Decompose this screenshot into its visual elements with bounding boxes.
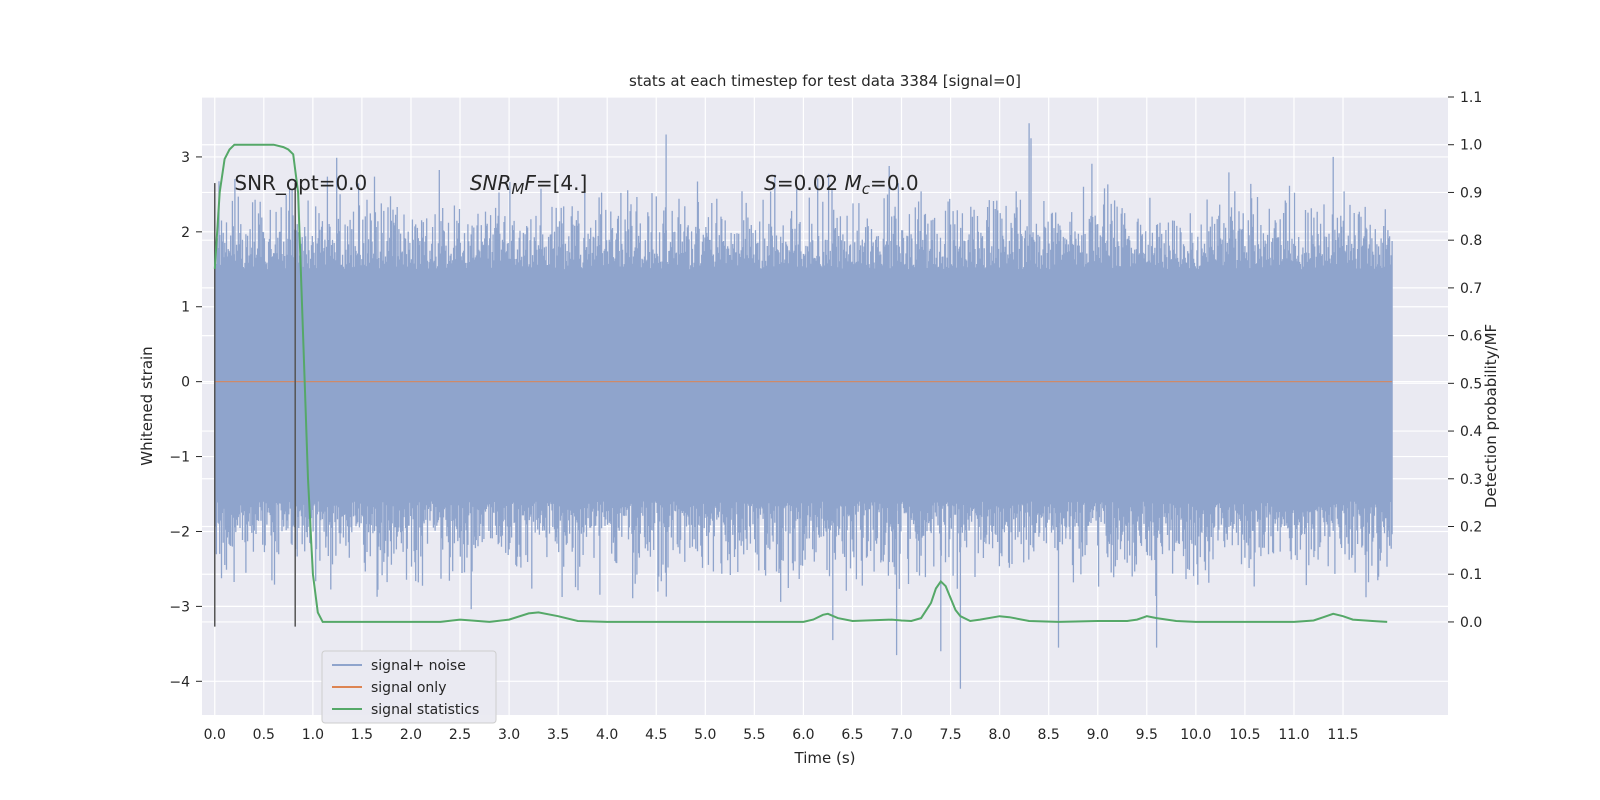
y-axis-left-label: Whitened strain (138, 346, 156, 465)
x-tick-label: 6.0 (792, 727, 814, 743)
annotation-3: S=0.02 Mc=0.0 (764, 171, 918, 198)
y-left-tick-label: 0 (181, 375, 190, 391)
legend-label: signal+ noise (371, 658, 466, 674)
x-tick-label: 5.0 (694, 727, 716, 743)
y-left-tick-label: −2 (169, 524, 190, 540)
x-tick-label: 3.0 (498, 727, 520, 743)
annotation-part: c (862, 180, 871, 198)
x-tick-label: 0.0 (204, 727, 226, 743)
y-axis-right-label: Detection probability/MF (1482, 324, 1500, 508)
x-tick-label: 8.0 (989, 727, 1011, 743)
y-right-tick-label: 0.8 (1460, 233, 1482, 249)
legend-box (321, 650, 497, 724)
annotation-part: =[4.] (536, 171, 587, 195)
x-tick-label: 4.0 (596, 727, 618, 743)
y-right-tick-label: 0.6 (1460, 329, 1482, 345)
annotation-1: SNR_opt=0.0 (234, 171, 367, 195)
x-tick-label: 1.5 (351, 727, 373, 743)
y-axis-left-ticks: −4 −3 −2 −1 0 1 2 3 (169, 150, 202, 690)
y-right-tick-label: 0.2 (1460, 519, 1482, 535)
x-tick-label: 9.0 (1087, 727, 1109, 743)
x-tick-label: 11.0 (1278, 727, 1309, 743)
x-tick-label: 4.5 (645, 727, 667, 743)
x-tick-label: 11.5 (1327, 727, 1358, 743)
x-tick-label: 3.5 (547, 727, 569, 743)
annotation-part: M (845, 171, 862, 195)
x-tick-label: 2.5 (449, 727, 471, 743)
x-tick-label: 10.0 (1180, 727, 1211, 743)
y-left-tick-label: −4 (169, 674, 190, 690)
y-left-tick-label: 3 (181, 150, 190, 166)
y-left-tick-label: 1 (181, 300, 190, 316)
annotation-2: SNRMF=[4.] (470, 171, 587, 198)
y-right-tick-label: 1.0 (1460, 138, 1482, 154)
annotation-part: S (764, 171, 777, 195)
annotations: SNR_opt=0.0 SNRMF=[4.] S=0.02 Mc=0.0 (234, 171, 918, 198)
y-right-tick-label: 0.4 (1460, 424, 1482, 440)
legend-label: signal statistics (371, 702, 479, 718)
series-signal-noise (214, 123, 1393, 689)
x-tick-label: 6.5 (841, 727, 863, 743)
signal-statistics-line (213, 143, 1388, 623)
x-tick-label: 7.5 (939, 727, 961, 743)
annotation-part: F (524, 171, 536, 195)
annotation-part: SNR (470, 171, 512, 195)
chart-title: stats at each timestep for test data 338… (629, 72, 1021, 90)
x-tick-label: 9.5 (1136, 727, 1158, 743)
legend: signal+ noise signal only signal statistic… (321, 650, 497, 724)
x-tick-label: 8.5 (1038, 727, 1060, 743)
annotation-part: =0.0 (870, 171, 919, 195)
x-tick-label: 5.5 (743, 727, 765, 743)
x-tick-label: 7.0 (890, 727, 912, 743)
series-signal-statistics (213, 143, 1388, 623)
y-axis-right-ticks: 0.0 0.1 0.2 0.3 0.4 0.5 0.6 0.7 0.8 0.9 1.0 1.1 (1448, 90, 1482, 631)
x-axis-label: Time (s) (794, 749, 856, 767)
y-left-tick-label: −1 (169, 450, 190, 466)
y-right-tick-label: 0.1 (1460, 567, 1482, 583)
y-right-tick-label: 0.5 (1460, 376, 1482, 392)
x-tick-label: 2.0 (400, 727, 422, 743)
y-left-tick-label: 2 (181, 225, 190, 241)
y-left-tick-label: −3 (169, 599, 190, 615)
y-right-tick-label: 1.1 (1460, 90, 1482, 106)
legend-label: signal only (371, 680, 446, 696)
x-tick-label: 0.5 (253, 727, 275, 743)
y-right-tick-label: 0.3 (1460, 472, 1482, 488)
x-tick-label: 10.5 (1229, 727, 1260, 743)
x-axis-ticks: 0.0 0.5 1.0 1.5 2.0 2.5 3.0 3.5 4.0 4.5 5.0 5.5 6.0 6… (204, 727, 1359, 743)
x-tick-label: 1.0 (302, 727, 324, 743)
annotation-part: M (511, 180, 524, 198)
y-right-tick-label: 0.9 (1460, 185, 1482, 201)
y-right-tick-label: 0.7 (1460, 281, 1482, 297)
y-right-tick-label: 0.0 (1460, 615, 1482, 631)
annotation-part: =0.02 (777, 171, 845, 195)
